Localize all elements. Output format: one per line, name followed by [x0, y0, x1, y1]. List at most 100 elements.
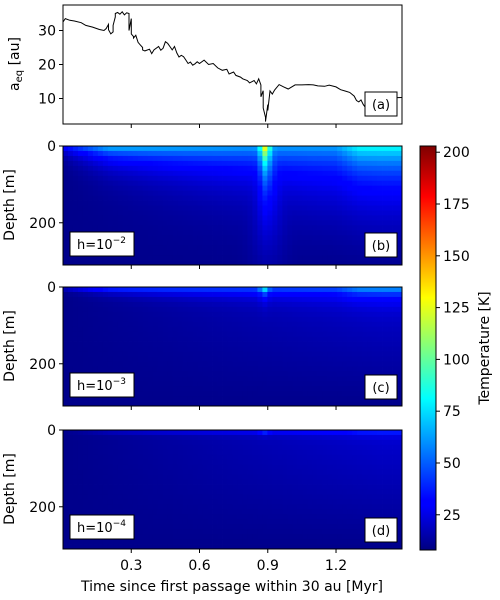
heatmap-cell: [357, 311, 363, 318]
heatmap-cell: [347, 524, 353, 530]
heatmap-cell: [137, 291, 144, 298]
heatmap-cell: [317, 474, 323, 480]
heatmap-cell: [107, 150, 114, 157]
heatmap-cell: [297, 376, 303, 382]
heatmap-cell: [182, 245, 189, 251]
heatmap-cell: [127, 200, 134, 206]
heatmap-cell: [357, 180, 363, 187]
heatmap-cell: [63, 301, 69, 308]
heatmap-cell: [137, 170, 144, 177]
heatmap-cell: [367, 301, 373, 308]
heatmap-cell: [102, 434, 109, 441]
heatmap-cell: [82, 544, 89, 550]
heatmap-cell: [282, 381, 288, 387]
heatmap-cell: [267, 331, 273, 337]
heatmap-cell: [317, 366, 323, 372]
heatmap-cell: [67, 291, 74, 298]
heatmap-cell: [257, 459, 263, 466]
heatmap-cell: [252, 351, 258, 357]
heatmap-cell: [307, 235, 313, 241]
heatmap-cell: [97, 306, 104, 313]
heatmap-cell: [142, 444, 149, 451]
heatmap-cell: [72, 396, 79, 402]
heatmap-cell: [87, 464, 94, 471]
heatmap-cell: [197, 454, 203, 461]
heatmap-cell: [212, 311, 218, 318]
heatmap-cell: [152, 235, 159, 241]
heatmap-cell: [67, 459, 74, 466]
heatmap-cell: [147, 346, 154, 352]
heatmap-cell: [317, 301, 323, 308]
heatmap-cell: [72, 220, 79, 226]
heatmap-cell: [212, 146, 218, 152]
heatmap-cell: [212, 464, 218, 471]
heatmap-cell: [137, 165, 144, 172]
heatmap-cell: [177, 371, 184, 377]
heatmap-cell: [172, 195, 179, 201]
heatmap-cell: [307, 225, 313, 231]
heatmap-cell: [252, 316, 258, 323]
heatmap-cell: [112, 449, 119, 456]
heatmap-cell: [392, 215, 398, 221]
heatmap-cell: [297, 331, 303, 337]
heatmap-cell: [347, 386, 353, 392]
heatmap-cell: [262, 146, 268, 152]
heatmap-cell: [227, 225, 233, 231]
heatmap-cell: [217, 301, 223, 308]
heatmap-cell: [197, 479, 203, 485]
heatmap-cell: [232, 396, 238, 402]
heatmap-cell: [172, 341, 179, 347]
heatmap-cell: [207, 376, 213, 382]
heatmap-cell: [177, 494, 184, 500]
heatmap-cell: [292, 514, 298, 520]
heatmap-cell: [202, 509, 208, 515]
heatmap-cell: [127, 306, 134, 313]
heatmap-cell: [217, 356, 223, 362]
heatmap-cell: [82, 494, 89, 500]
heatmap-cell: [247, 326, 253, 333]
heatmap-cell: [357, 489, 363, 495]
heatmap-cell: [312, 366, 318, 372]
heatmap-cell: [307, 210, 313, 216]
heatmap-cell: [63, 165, 69, 172]
heatmap-cell: [312, 311, 318, 318]
heatmap-cell: [277, 371, 283, 377]
heatmap-cell: [122, 146, 129, 152]
heatmap-cell: [107, 489, 114, 495]
heatmap-cell: [127, 185, 134, 192]
heatmap-cell: [337, 356, 343, 362]
heatmap-cell: [182, 459, 189, 466]
heatmap-cell: [172, 391, 179, 397]
heatmap-cell: [177, 301, 184, 308]
heatmap-cell: [227, 361, 233, 367]
heatmap-cell: [282, 439, 288, 446]
heatmap-cell: [127, 509, 134, 515]
heatmap-cell: [82, 459, 89, 466]
heatmap-cell: [212, 381, 218, 387]
heatmap-cell: [272, 316, 278, 323]
heatmap-cell: [212, 200, 218, 206]
heatmap-cell: [347, 504, 353, 510]
heatmap-cell: [227, 326, 233, 333]
heatmap-cell: [102, 430, 109, 436]
heatmap-cell: [63, 371, 69, 377]
heatmap-cell: [87, 321, 94, 328]
heatmap-cell: [187, 341, 194, 347]
heatmap-cell: [307, 469, 313, 476]
heatmap-cell: [317, 306, 323, 313]
heatmap-cell: [152, 230, 159, 236]
heatmap-cell: [142, 361, 149, 367]
heatmap-cell: [162, 225, 169, 231]
heatmap-cell: [132, 316, 139, 323]
heatmap-cell: [257, 434, 263, 441]
heatmap-cell: [202, 504, 208, 510]
heatmap-cell: [212, 287, 218, 293]
heatmap-cell: [232, 205, 238, 211]
heatmap-cell: [152, 311, 159, 318]
heatmap-cell: [257, 331, 263, 337]
heatmap-cell: [217, 539, 223, 545]
heatmap-cell: [287, 529, 293, 535]
heatmap-cell: [157, 361, 164, 367]
heatmap-cell: [377, 170, 383, 177]
heatmap-cell: [247, 351, 253, 357]
